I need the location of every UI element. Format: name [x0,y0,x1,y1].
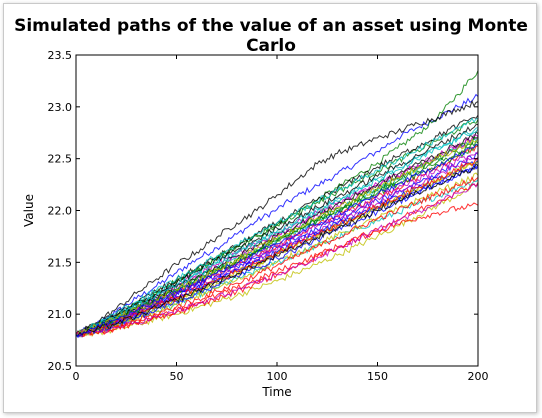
series-line-28 [75,164,479,338]
y-tick-label: 22.0 [48,205,73,218]
y-tick-label: 21.5 [48,256,73,269]
y-tick-label: 21.0 [48,308,73,321]
axes-layer: 0 50 100 150 200 20.5 21.0 21.5 22.0 22.5 23.0 23.5 [48,49,489,383]
series-line-32 [75,183,479,337]
y-axis-label: Value [22,194,36,227]
series-line-24 [75,117,479,336]
series-line-16 [75,176,479,338]
series-line-30 [75,157,479,337]
chart-title: Simulated paths of the value of an asset… [14,16,528,56]
x-tick-label: 100 [267,370,288,383]
x-tick-label: 50 [170,370,184,383]
series-line-9 [75,202,479,338]
series-line-35 [75,144,479,337]
series-line-1 [75,70,479,337]
y-tick-label: 23.5 [48,49,73,62]
series-line-34 [75,163,479,336]
y-tick-label: 23.0 [48,101,73,114]
series-layer [75,70,479,339]
series-line-25 [75,151,479,336]
series-line-17 [75,127,479,336]
x-axis-label: Time [261,385,291,399]
y-tick-label: 22.5 [48,153,73,166]
x-tick-label: 200 [468,370,489,383]
y-tick-label: 20.5 [48,360,73,373]
x-tick-label: 150 [367,370,388,383]
series-line-20 [75,124,479,336]
series-line-0 [75,93,479,336]
x-tick-label: 0 [73,370,80,383]
series-line-8 [75,119,479,337]
series-line-33 [75,138,479,336]
series-line-31 [75,128,479,337]
series-line-6 [75,99,479,336]
series-line-5 [75,183,479,338]
chart-frame [3,3,537,413]
